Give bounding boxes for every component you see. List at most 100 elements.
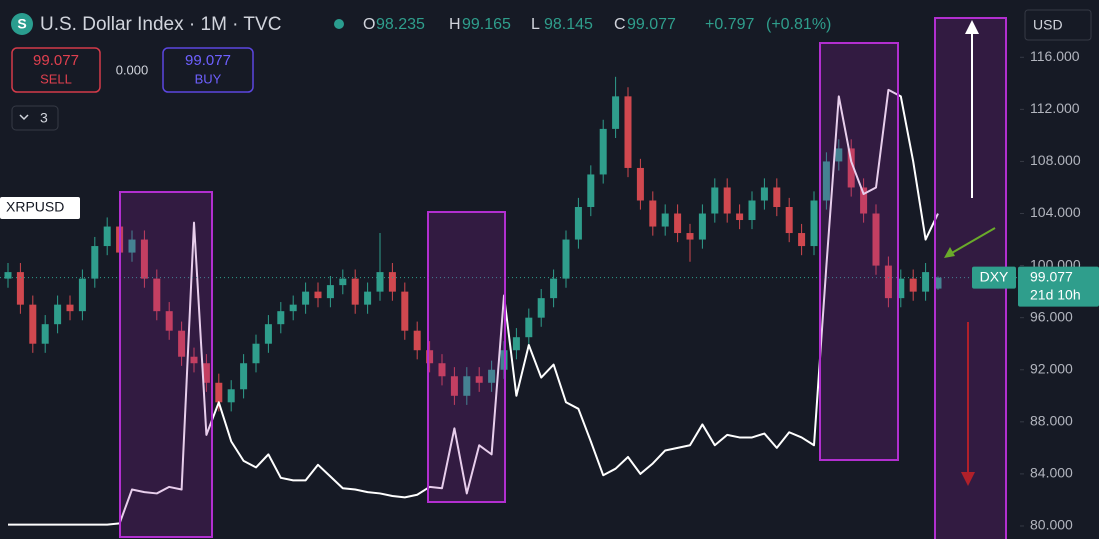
- y-tick-label: 88.000: [1030, 413, 1073, 429]
- candle-body: [314, 291, 322, 299]
- spread: 0.000: [116, 62, 149, 77]
- ohlc-value: 98.145: [544, 16, 593, 33]
- arrow-head: [961, 472, 975, 486]
- y-tick-label: 112.000: [1030, 100, 1080, 116]
- candle-body: [686, 233, 694, 240]
- candle-body: [178, 330, 186, 357]
- candle-body: [240, 363, 248, 390]
- symbol-icon-text: S: [17, 16, 26, 32]
- candle-body: [54, 304, 62, 325]
- candle-body: [922, 272, 930, 292]
- buy-button[interactable]: [162, 47, 254, 93]
- candle-body: [872, 213, 880, 266]
- ohlc-key: C: [614, 16, 626, 33]
- candle-body: [649, 200, 657, 227]
- candle-body: [574, 207, 582, 240]
- candle-body: [264, 324, 272, 344]
- change-percent: (+0.81%): [766, 16, 831, 33]
- candle-body: [934, 277, 942, 289]
- candle-body: [41, 324, 49, 344]
- candle-body: [153, 278, 161, 312]
- chart-title[interactable]: U.S. Dollar Index · 1M · TVC: [40, 14, 281, 35]
- y-tick-label: 84.000: [1030, 465, 1073, 481]
- candle-body: [860, 187, 868, 214]
- candle-body: [723, 187, 731, 214]
- buy-price: 99.077: [185, 52, 231, 69]
- highlight-box: [119, 191, 213, 538]
- candle-body: [537, 298, 545, 318]
- candle-body: [438, 363, 446, 377]
- candle-body: [636, 167, 644, 201]
- candle-body: [388, 272, 396, 292]
- candle-body: [822, 161, 830, 201]
- overlay-label-box: [0, 197, 80, 219]
- candle-body: [698, 213, 706, 240]
- candle-body: [512, 337, 520, 351]
- candle-body: [624, 96, 632, 168]
- candle-body: [785, 207, 793, 234]
- ohlc-key: H: [449, 16, 461, 33]
- candle-body: [215, 382, 223, 403]
- candle-body: [661, 213, 669, 227]
- candle-body: [736, 213, 744, 221]
- candle-body: [16, 272, 24, 305]
- candle-body: [711, 187, 719, 214]
- candle-body: [165, 311, 173, 331]
- indicator-count: 3: [40, 110, 48, 126]
- candle-body: [227, 389, 235, 403]
- candle-body: [376, 272, 384, 292]
- candle-body: [326, 285, 334, 299]
- candle-body: [426, 350, 434, 364]
- y-tick-label: 108.000: [1030, 152, 1081, 168]
- candle-body: [277, 311, 285, 325]
- candle-body: [525, 317, 533, 338]
- plot: 116.000112.000108.000104.000100.00096.00…: [0, 48, 1081, 533]
- currency: USD: [1033, 17, 1063, 33]
- countdown: 21d 10h: [1030, 286, 1081, 302]
- y-tick-label: 116.000: [1030, 48, 1080, 64]
- candle-body: [29, 304, 37, 344]
- candle-body: [364, 291, 372, 305]
- ohlc-value: 98.235: [376, 16, 425, 33]
- sell-label: SELL: [40, 71, 72, 86]
- overlay-line: [8, 88, 939, 526]
- candle-body: [103, 226, 111, 247]
- highlight-box: [819, 42, 899, 461]
- candle-body: [401, 291, 409, 331]
- candle-body: [847, 148, 855, 188]
- candle-body: [909, 278, 917, 292]
- candle-body: [550, 278, 558, 299]
- buy-label: BUY: [195, 71, 222, 86]
- candle-body: [91, 246, 99, 279]
- candle-body: [562, 239, 570, 279]
- ohlc-key: O: [363, 16, 375, 33]
- candle-body: [587, 174, 595, 208]
- y-tick-label: 96.000: [1030, 308, 1073, 324]
- candle-body: [413, 330, 421, 351]
- price-badge-text: 99.077: [1030, 268, 1073, 284]
- sell-button[interactable]: [11, 47, 101, 93]
- candle-body: [835, 148, 843, 162]
- symbol-badge: [972, 266, 1016, 289]
- candle-body: [339, 278, 347, 286]
- sell-price: 99.077: [33, 52, 79, 69]
- symbol-badge-text: DXY: [980, 268, 1009, 284]
- chevron: [19, 114, 29, 121]
- candle-body: [599, 128, 607, 175]
- candle-body: [810, 200, 818, 247]
- candle-body: [128, 239, 136, 253]
- price-badge: [1018, 266, 1099, 307]
- y-tick-label: 80.000: [1030, 517, 1073, 533]
- candle-body: [612, 96, 620, 129]
- indicator-toggle[interactable]: [11, 105, 59, 131]
- candle-body: [798, 233, 806, 247]
- candle-body: [450, 376, 458, 396]
- candle-body: [674, 213, 682, 234]
- candle-body: [748, 200, 756, 221]
- candle-body: [884, 265, 892, 299]
- candle-body: [140, 239, 148, 279]
- candle-body: [78, 278, 86, 312]
- currency-select[interactable]: [1024, 9, 1092, 41]
- overlay-label: XRPUSD: [6, 199, 64, 215]
